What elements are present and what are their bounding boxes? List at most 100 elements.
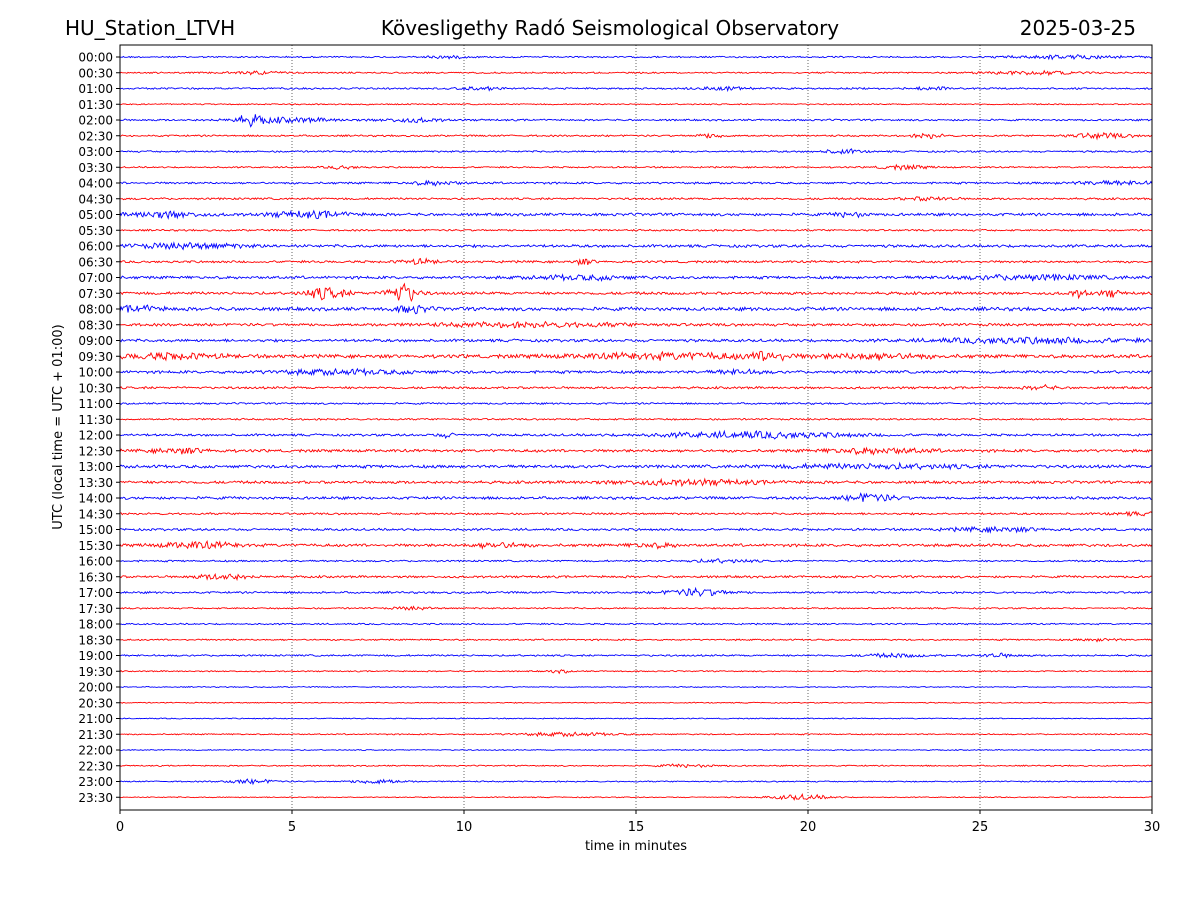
trace-0630 [119,257,1153,267]
trace-1830 [119,637,1153,643]
trace-0100 [119,85,1153,93]
trace-1030 [119,383,1153,391]
trace-1930 [119,669,1153,675]
y-tick-label: 07:30 [78,287,113,301]
trace-1330 [119,477,1153,488]
trace-0430 [119,195,1153,202]
x-tick-label: 0 [116,820,124,835]
trace-1000 [119,367,1153,377]
trace-1400 [119,492,1153,503]
chart-date: 2025-03-25 [1019,16,1136,40]
y-tick-label: 01:30 [78,98,113,112]
y-tick-label: 10:00 [78,366,113,380]
y-tick-label: 13:00 [78,460,113,474]
trace-2130 [119,731,1153,738]
y-tick-label: 08:30 [78,318,113,332]
y-tick-label: 15:00 [78,523,113,537]
trace-0500 [119,209,1153,220]
trace-1430 [119,510,1153,517]
y-tick-label: 16:00 [78,555,113,569]
trace-1800 [119,622,1153,626]
trace-1300 [119,461,1153,471]
trace-0600 [119,241,1153,251]
chart-title: Kövesligethy Radó Seismological Observat… [380,16,840,40]
x-tick-label: 15 [628,820,645,835]
trace-0300 [119,148,1153,155]
y-tick-label: 12:00 [78,429,113,443]
y-tick-label: 16:30 [78,570,113,584]
y-tick-label: 06:30 [78,255,113,269]
trace-0230 [119,131,1153,141]
seismic-traces [119,54,1153,801]
y-tick-label: 02:00 [78,114,113,128]
trace-0700 [119,273,1153,282]
y-tick-label: 06:00 [78,240,113,254]
y-tick-label: 21:30 [78,728,113,742]
trace-1700 [119,586,1153,598]
y-tick-label: 19:00 [78,649,113,663]
trace-1500 [119,525,1153,534]
trace-2030 [119,701,1153,704]
y-tick-label: 21:00 [78,712,113,726]
x-tick-label: 30 [1144,820,1161,835]
y-tick-label: 04:30 [78,192,113,206]
y-tick-label: 09:00 [78,334,113,348]
trace-0930 [119,350,1153,362]
y-tick-label: 14:00 [78,492,113,506]
trace-2000 [119,685,1153,689]
y-tick-label: 05:30 [78,224,113,238]
trace-0800 [119,304,1153,315]
trace-0730 [119,282,1153,303]
y-tick-label: 17:30 [78,602,113,616]
trace-1900 [119,652,1153,659]
trace-0000 [119,54,1153,61]
y-tick-label: 17:00 [78,586,113,600]
trace-1630 [119,572,1153,582]
y-tick-label: 14:30 [78,507,113,521]
y-tick-label: 22:30 [78,759,113,773]
trace-2330 [120,792,1153,801]
trace-2230 [119,763,1153,769]
trace-1100 [119,401,1153,406]
x-tick-labels: 0 5 10 15 20 25 30 [116,810,1160,835]
vertical-gridlines [291,45,981,810]
trace-0130 [119,103,1153,106]
trace-0830 [119,320,1153,329]
trace-1600 [119,558,1153,565]
x-tick-label: 10 [456,820,473,835]
y-tick-label: 18:00 [78,618,113,632]
y-tick-label: 00:00 [78,51,113,65]
trace-2300 [119,778,1153,786]
trace-1230 [119,446,1153,456]
y-tick-label: 05:00 [78,208,113,222]
y-tick-label: 03:30 [78,161,113,175]
x-axis-label: time in minutes [585,839,687,854]
y-tick-label: 12:30 [78,444,113,458]
trace-0200 [119,114,1153,128]
trace-1530 [119,540,1153,550]
trace-2200 [119,748,1153,752]
x-tick-label: 25 [972,820,989,835]
trace-2100 [119,717,1153,720]
y-tick-label: 15:30 [78,539,113,553]
station-name: HU_Station_LTVH [65,16,236,40]
y-tick-label: 10:30 [78,381,113,395]
y-tick-label: 04:00 [78,177,113,191]
trace-0400 [119,179,1153,187]
y-tick-label: 07:00 [78,271,113,285]
y-tick-label: 01:00 [78,82,113,96]
y-tick-label: 08:00 [78,303,113,317]
y-tick-label: 11:00 [78,397,113,411]
y-tick-label: 23:00 [78,775,113,789]
y-tick-label: 20:00 [78,681,113,695]
trace-1130 [119,417,1153,421]
x-tick-label: 20 [800,820,817,835]
trace-1200 [119,429,1153,440]
y-tick-label: 09:30 [78,350,113,364]
y-tick-label: 22:00 [78,744,113,758]
y-tick-label: 00:30 [78,66,113,80]
y-tick-label: 13:30 [78,476,113,490]
y-tick-label: 20:30 [78,696,113,710]
